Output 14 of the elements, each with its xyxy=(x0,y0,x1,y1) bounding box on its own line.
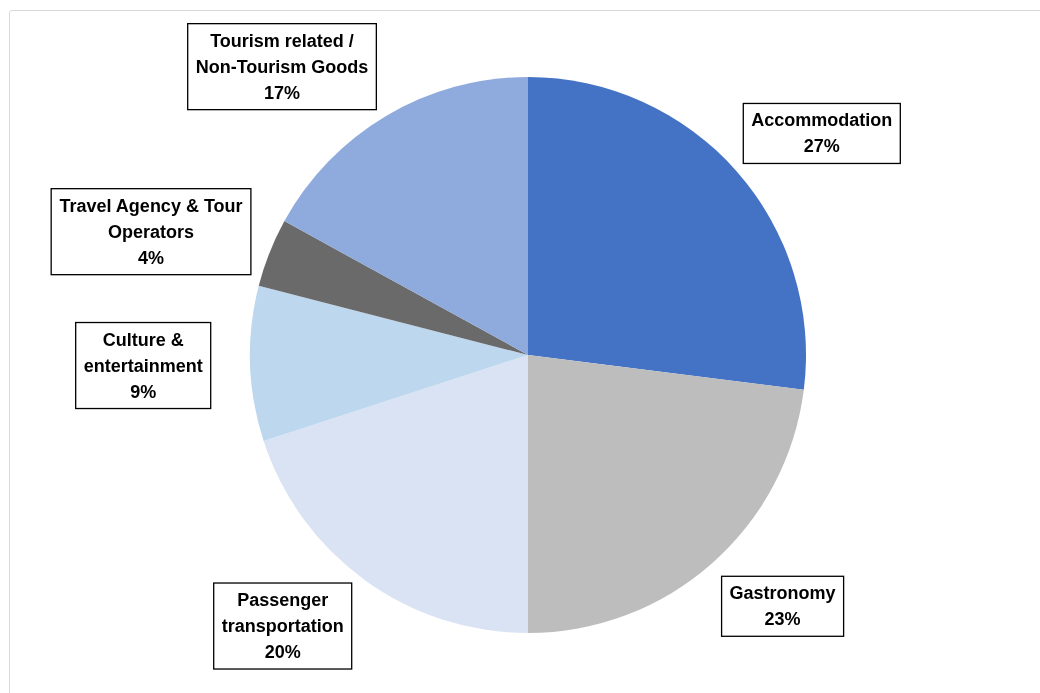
data-label: 23% xyxy=(764,609,801,630)
pie-slice xyxy=(250,285,528,441)
slice-label: Tourism related / Non-Tourism Goods xyxy=(195,30,369,77)
data-label: 9% xyxy=(130,381,157,402)
slice-label: Culture & entertainment xyxy=(83,329,203,376)
data-label: 20% xyxy=(264,642,301,663)
data-label: 27% xyxy=(803,136,840,157)
pie-slice xyxy=(258,221,528,355)
slice-label: Travel Agency & Tour Operators xyxy=(59,195,243,242)
slice-label: Gastronomy xyxy=(729,583,836,604)
data-label: 4% xyxy=(138,247,165,268)
slice-label: Passenger transportation xyxy=(221,590,344,637)
slice-label: Accommodation xyxy=(751,110,893,131)
data-label: 17% xyxy=(264,82,301,103)
